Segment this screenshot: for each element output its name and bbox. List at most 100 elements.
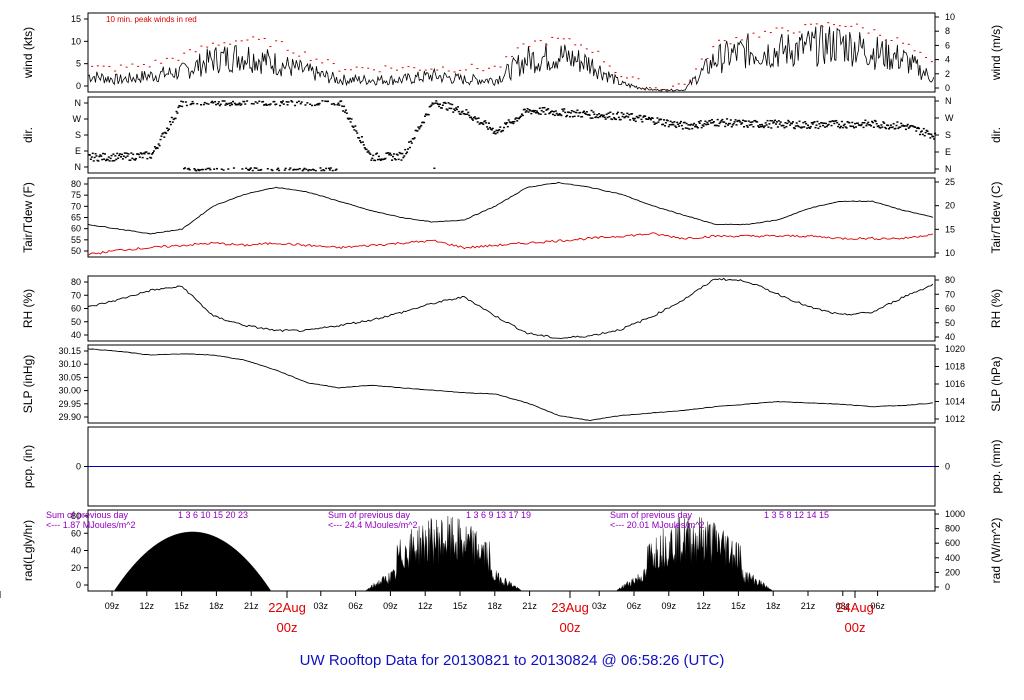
wind-peak-mark xyxy=(833,24,836,26)
x-tick-label: 18z xyxy=(766,601,781,611)
dir-point xyxy=(503,122,506,124)
dir-point xyxy=(536,112,539,114)
dir-point xyxy=(727,124,730,126)
dir-point xyxy=(775,121,778,123)
wind-peak-mark xyxy=(614,72,617,74)
dir-point xyxy=(466,113,469,115)
dir-point xyxy=(452,111,455,113)
dir-point xyxy=(641,120,644,123)
dir-point xyxy=(612,113,615,115)
dir-point xyxy=(108,160,111,162)
dir-point xyxy=(773,121,776,123)
dir-point xyxy=(725,122,728,125)
dir-point xyxy=(813,121,816,123)
dir-point xyxy=(277,167,280,170)
dir-point xyxy=(451,103,454,106)
dir-point xyxy=(558,113,561,115)
dir-point xyxy=(514,118,517,120)
dir-point xyxy=(493,130,496,133)
rad-note-title: Sum of previous day xyxy=(610,510,693,520)
y-tick-label-right: 70 xyxy=(945,289,955,299)
y-tick-label-left: 60 xyxy=(71,528,81,538)
y-tick-label-left: 0 xyxy=(76,81,81,91)
wind-peak-mark xyxy=(177,59,180,61)
dir-point xyxy=(237,103,240,105)
dir-point xyxy=(875,122,878,125)
wind-annotation: 10 min. peak winds in red xyxy=(106,15,197,24)
dir-point xyxy=(615,113,618,115)
dir-point xyxy=(401,152,404,155)
wind-peak-mark xyxy=(764,30,767,32)
dir-point xyxy=(162,132,165,134)
dir-point xyxy=(657,121,660,123)
y-tick-label-right: 0 xyxy=(945,582,950,592)
y-tick-label-right: N xyxy=(945,164,952,174)
dir-point xyxy=(127,153,130,155)
dir-point xyxy=(914,126,917,128)
y-tick-label-right: 400 xyxy=(945,553,960,563)
dir-point xyxy=(245,167,248,170)
dir-point xyxy=(811,123,814,125)
dir-point xyxy=(582,111,585,114)
y-tick-label-right: 1020 xyxy=(945,344,965,354)
dir-point xyxy=(532,109,535,112)
dir-point xyxy=(775,123,778,125)
y-tick-label-left: N xyxy=(75,98,82,108)
dir-point xyxy=(306,102,309,104)
dir-point xyxy=(600,114,603,116)
dir-point xyxy=(866,123,869,125)
y-axis-label-right: dir. xyxy=(989,127,1003,143)
dir-point xyxy=(241,168,244,170)
dir-point xyxy=(317,103,320,106)
dir-point xyxy=(475,117,478,120)
dir-point xyxy=(407,148,410,150)
dir-point xyxy=(715,124,718,127)
rh-line xyxy=(87,277,934,340)
wind-peak-mark xyxy=(597,50,600,52)
wind-peak-mark xyxy=(384,65,387,67)
wind-peak-mark xyxy=(453,71,456,73)
wind-peak-mark xyxy=(666,89,669,91)
y-tick-label-right: 1016 xyxy=(945,379,965,389)
dir-point xyxy=(785,125,788,128)
dir-point xyxy=(642,116,645,118)
dir-point xyxy=(301,169,304,172)
dir-point xyxy=(814,126,817,129)
y-tick-label-right: 2 xyxy=(945,69,950,79)
dir-point xyxy=(800,127,803,129)
dir-point xyxy=(929,137,932,139)
dir-point xyxy=(787,119,790,122)
dir-point xyxy=(302,168,305,171)
dir-point xyxy=(120,153,123,156)
dir-point xyxy=(543,106,546,109)
dir-point xyxy=(116,152,119,155)
dir-point xyxy=(184,101,187,103)
y-tick-label-left: 40 xyxy=(71,330,81,340)
dir-point xyxy=(118,154,121,157)
y-tick-label-left: 65 xyxy=(71,213,81,223)
dir-point xyxy=(407,141,410,143)
dir-point xyxy=(482,123,485,126)
wind-peak-mark xyxy=(298,55,301,57)
y-tick-label-right: 50 xyxy=(945,318,955,328)
dir-point xyxy=(238,102,241,104)
dir-point xyxy=(345,112,348,114)
wind-peak-mark xyxy=(602,61,605,63)
dir-point xyxy=(879,127,882,129)
dir-point xyxy=(361,141,364,143)
dir-point xyxy=(845,127,848,129)
dir-point xyxy=(809,125,812,128)
dir-point xyxy=(350,118,353,120)
wind-peak-mark xyxy=(344,69,347,71)
dir-point xyxy=(711,119,714,121)
dir-point xyxy=(894,127,897,130)
wind-peak-mark xyxy=(395,69,398,71)
dir-point xyxy=(633,117,636,120)
radiation-day-3 xyxy=(616,516,774,592)
dir-point xyxy=(631,113,634,115)
dir-point xyxy=(327,100,330,103)
dir-point xyxy=(784,122,787,124)
y-tick-label-left: 60 xyxy=(71,304,81,314)
dir-point xyxy=(688,128,691,130)
dir-point xyxy=(129,159,132,161)
